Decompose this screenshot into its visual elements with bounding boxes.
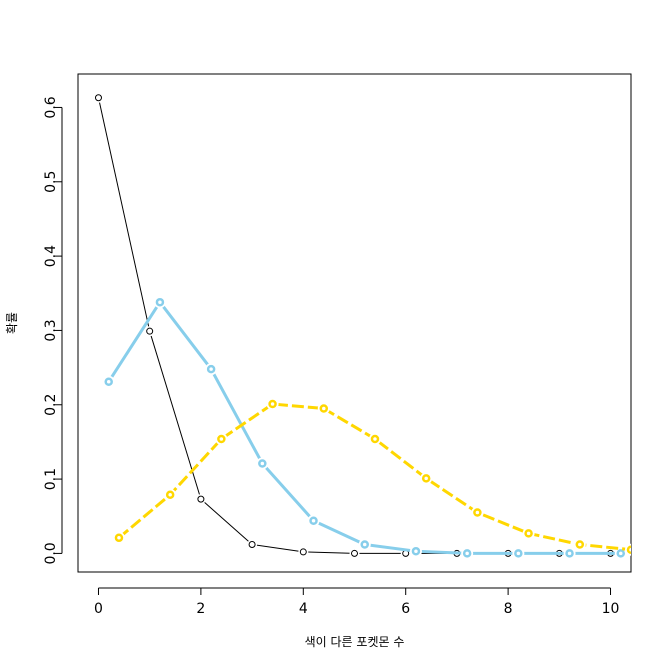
plot-frame <box>77 73 632 573</box>
series-1-line <box>97 97 611 554</box>
data-point <box>309 516 318 525</box>
data-point <box>360 540 369 549</box>
marker-gap <box>298 546 309 557</box>
data-point <box>206 364 216 374</box>
data-point <box>248 540 256 548</box>
marker-gap <box>349 548 360 559</box>
x-tick-label: 10 <box>602 601 620 617</box>
data-point <box>104 377 113 386</box>
plot-border <box>77 73 632 573</box>
marker-gap <box>93 92 104 103</box>
data-point <box>155 297 165 307</box>
data-point <box>411 546 421 556</box>
data-point <box>217 434 226 444</box>
series-3 <box>112 398 631 556</box>
y-tick-label: 0.3 <box>43 319 59 341</box>
data-point <box>421 474 431 483</box>
data-point <box>258 459 267 468</box>
data-point <box>165 490 175 499</box>
y-axis-title: 확률 <box>5 312 19 334</box>
x-tick-label: 6 <box>401 601 410 617</box>
data-point <box>575 540 585 549</box>
y-tick-label: 0.2 <box>43 394 59 416</box>
y-axis: 0.0 0.1 0.2 0.3 0.4 0.5 0.6 <box>43 96 63 565</box>
data-point <box>565 549 574 558</box>
marker-gap <box>247 539 258 550</box>
data-point <box>524 529 533 538</box>
series-layer <box>93 92 631 560</box>
series-1 <box>93 92 616 559</box>
series-2-line <box>107 300 621 555</box>
y-tick-label: 0.1 <box>43 468 59 490</box>
data-point <box>514 549 523 558</box>
x-tick-label: 0 <box>94 601 103 617</box>
x-axis-title: 색이 다른 포켓몬 수 <box>305 635 405 649</box>
data-point <box>299 548 307 556</box>
x-axis: 0 2 4 6 8 10 <box>94 587 620 617</box>
x-tick-label: 2 <box>196 601 205 617</box>
marker-gap <box>144 326 155 337</box>
y-tick-label: 0.4 <box>43 245 59 267</box>
data-point <box>462 549 472 558</box>
data-point <box>473 508 482 517</box>
data-point <box>114 533 124 543</box>
data-point <box>319 404 329 413</box>
series-2 <box>102 296 627 560</box>
data-point <box>268 399 277 409</box>
data-point <box>197 495 205 503</box>
data-point <box>94 94 102 102</box>
y-tick-label: 0.6 <box>43 96 59 118</box>
data-point <box>146 327 154 335</box>
data-point <box>370 434 380 444</box>
data-point <box>616 549 626 558</box>
series-3-line <box>117 402 631 552</box>
data-point <box>626 545 631 554</box>
marker-gap <box>195 494 206 505</box>
y-tick-label: 0.5 <box>43 171 59 193</box>
data-point <box>351 549 358 557</box>
y-tick-label: 0.0 <box>43 542 59 564</box>
x-tick-label: 8 <box>504 601 513 617</box>
x-tick-label: 4 <box>299 601 308 617</box>
